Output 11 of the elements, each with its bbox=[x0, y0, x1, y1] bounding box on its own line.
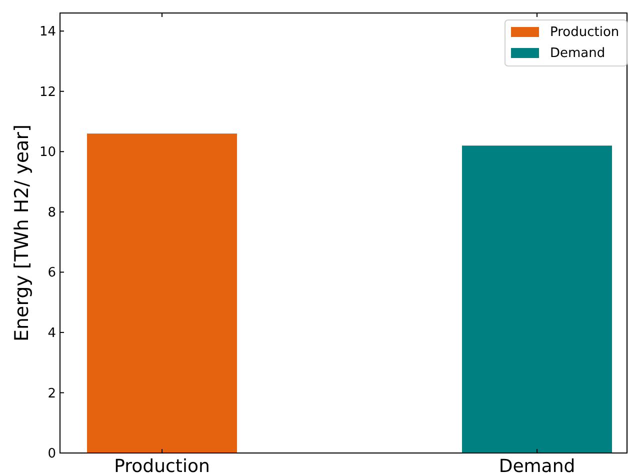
y-tick-label: 12 bbox=[39, 84, 56, 100]
y-axis-title: Energy [TWh H2/ year] bbox=[11, 124, 33, 342]
y-tick-label: 4 bbox=[48, 326, 56, 341]
y-tick-label: 14 bbox=[39, 24, 56, 40]
y-tick-label: 2 bbox=[48, 386, 56, 402]
legend-label: Production bbox=[550, 25, 620, 40]
legend-label: Demand bbox=[550, 46, 606, 61]
y-tick-label: 6 bbox=[48, 266, 56, 281]
y-tick-label: 10 bbox=[39, 145, 56, 160]
y-tick-label: 0 bbox=[48, 446, 56, 462]
y-tick-label: 8 bbox=[48, 205, 56, 220]
